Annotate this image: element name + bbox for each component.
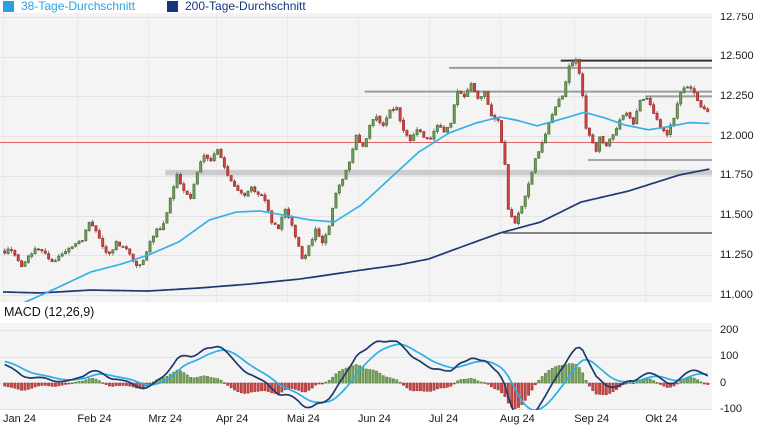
price-axis-tick: 12.250 <box>720 89 754 102</box>
x-axis-strip <box>0 410 765 430</box>
macd-axis-tick: 0 <box>720 376 727 389</box>
ma200-legend-label: 200-Tage-Durchschnitt <box>185 0 306 13</box>
date-axis-tick: Aug 24 <box>499 413 535 425</box>
date-axis-tick: Mai 24 <box>286 413 320 425</box>
ma38-legend-label: 38-Tage-Durchschnitt <box>21 0 136 13</box>
macd-axis-tick: 100 <box>720 350 739 363</box>
macd-axis-tick: 200 <box>720 323 739 336</box>
price-axis-tick: 12.500 <box>720 50 754 63</box>
date-axis-tick: Mrz 24 <box>148 413 182 425</box>
legend-bar: 38-Tage-Durchschnitt 200-Tage-Durchschni… <box>0 0 765 13</box>
macd-title-strip <box>0 302 765 323</box>
date-axis-tick: Sep 24 <box>574 413 610 425</box>
macd-axis-tick: -100 <box>720 402 743 415</box>
price-axis-tick: 11.000 <box>720 288 753 301</box>
ma200-legend-swatch <box>167 1 178 12</box>
date-axis-tick: Feb 24 <box>77 413 112 425</box>
date-axis-tick: Okt 24 <box>645 413 678 425</box>
date-axis-tick: Jan 24 <box>3 413 37 425</box>
price-axis-tick: 12.000 <box>720 129 754 142</box>
date-axis-tick: Jun 24 <box>357 413 391 425</box>
legend-item-ma38[interactable]: 38-Tage-Durchschnitt <box>3 0 135 13</box>
price-axis-tick: 11.750 <box>720 169 753 182</box>
price-axis-tick: 12.750 <box>720 10 754 23</box>
ma38-legend-swatch <box>3 1 14 12</box>
price-axis-tick: 11.250 <box>720 248 753 261</box>
legend-item-ma200[interactable]: 200-Tage-Durchschnitt <box>167 0 306 13</box>
date-axis-tick: Apr 24 <box>215 413 249 425</box>
macd-panel-title: MACD (12,26,9) <box>4 305 95 319</box>
price-axis-tick: 11.500 <box>720 209 753 222</box>
date-axis-tick: Jul 24 <box>428 413 459 425</box>
